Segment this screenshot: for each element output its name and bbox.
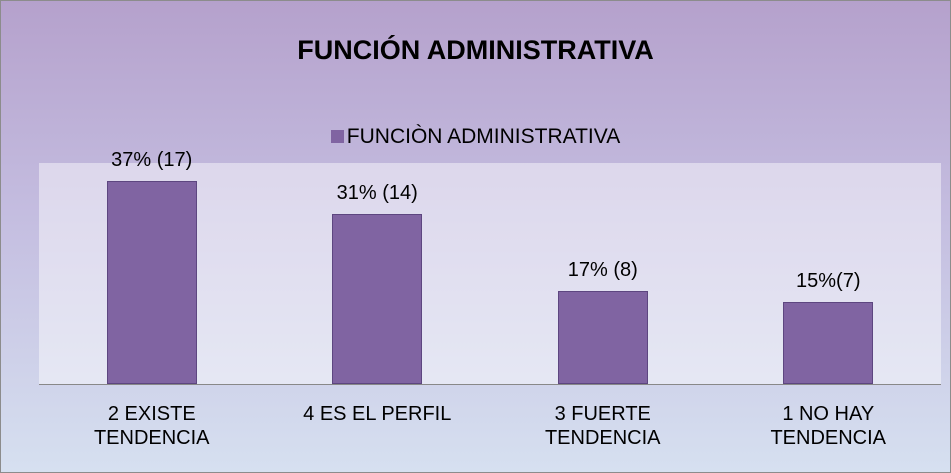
data-label: 31% (14) xyxy=(336,181,418,204)
chart-title: FUNCIÓN ADMINISTRATIVA xyxy=(297,35,654,65)
data-label: 17% (8) xyxy=(567,258,638,281)
x-tick-label: 3 FUERTE TENDENCIA xyxy=(544,403,661,449)
legend: FUNCIÒN ADMINISTRATIVA xyxy=(1,125,950,149)
legend-label: FUNCIÒN ADMINISTRATIVA xyxy=(346,125,621,148)
bar xyxy=(557,290,648,384)
x-tick-label: 1 NO HAY TENDENCIA xyxy=(770,403,887,449)
data-label: 15%(7) xyxy=(796,269,861,292)
bar xyxy=(106,180,197,384)
bar xyxy=(332,213,423,384)
x-tick-label: 4 ES EL PERFIL xyxy=(303,403,452,425)
legend-swatch xyxy=(330,130,344,143)
x-tick-label: 2 EXISTE TENDENCIA xyxy=(93,403,210,449)
bar xyxy=(783,301,874,384)
data-label: 37% (17) xyxy=(111,148,193,171)
